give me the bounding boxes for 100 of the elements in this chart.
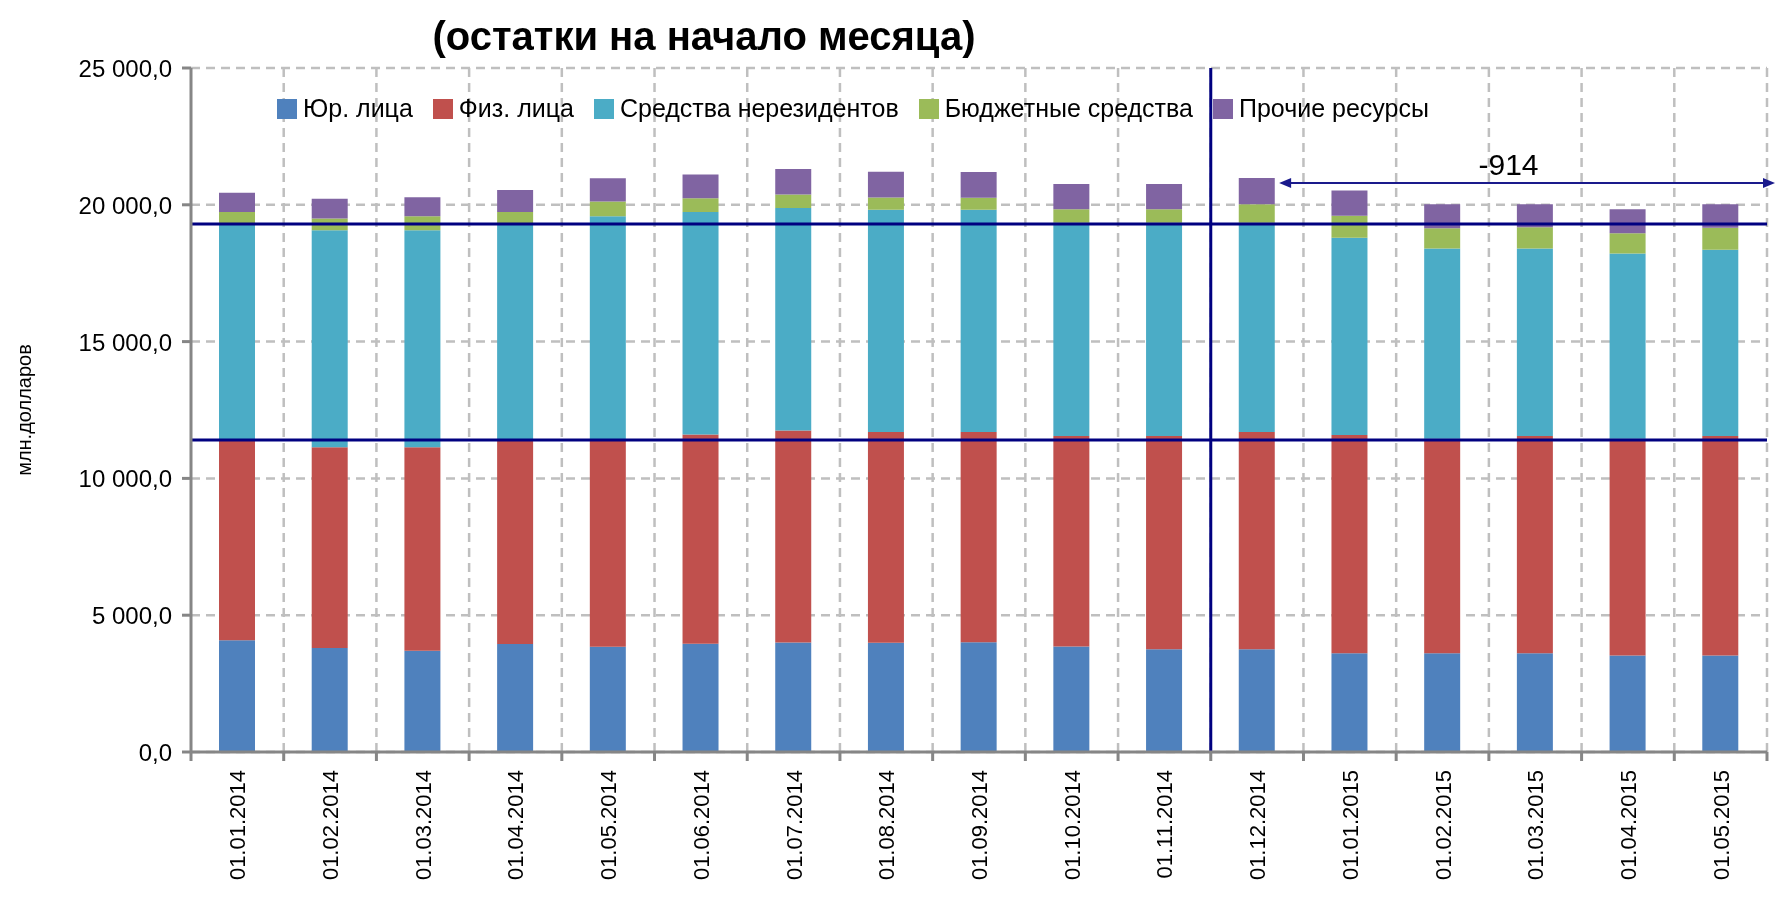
x-tick-label: 01.05.2015 (1708, 770, 1734, 881)
bar (1146, 222, 1183, 436)
bar (497, 224, 534, 441)
legend-label: Юр. лица (303, 94, 413, 123)
bar (311, 648, 348, 752)
bar (682, 198, 719, 212)
bar (1238, 222, 1275, 432)
bar (1053, 222, 1090, 436)
bar (1146, 209, 1183, 223)
x-tick-label: 01.08.2014 (873, 770, 899, 881)
bar (960, 642, 997, 752)
x-tick-label: 01.01.2015 (1337, 770, 1363, 881)
x-tick-label: 01.04.2014 (502, 770, 528, 881)
bar (497, 440, 534, 644)
bar (311, 447, 348, 649)
bar (1331, 237, 1368, 435)
bar (1609, 655, 1646, 752)
bar (497, 643, 534, 752)
bar (1702, 655, 1739, 752)
bar (682, 174, 719, 199)
y-tick-label: 25 000,0 (78, 54, 172, 82)
chart-title: (остатки на начало месяца) (432, 14, 976, 58)
bar (1702, 249, 1739, 436)
y-tick-label: 10 000,0 (78, 464, 172, 492)
bar (1424, 653, 1461, 752)
bar (867, 642, 904, 752)
bar (960, 431, 997, 643)
bar (219, 192, 255, 212)
bar (589, 216, 626, 441)
x-tick-label: 01.10.2014 (1059, 770, 1085, 881)
bar (775, 208, 812, 431)
bar (1516, 435, 1553, 654)
x-tick-label: 01.06.2014 (688, 770, 714, 881)
bar (589, 201, 626, 217)
x-tick-label: 01.01.2014 (224, 770, 250, 881)
bar (682, 211, 719, 435)
y-tick-label: 20 000,0 (78, 191, 172, 219)
bar (960, 171, 997, 198)
legend-label: Физ. лица (458, 94, 574, 123)
bar (1331, 653, 1368, 752)
bar (1238, 649, 1275, 752)
x-tick-label: 01.09.2014 (966, 770, 992, 881)
legend-label: Бюджетные средства (944, 94, 1193, 123)
bar (1516, 653, 1553, 752)
bar (1053, 435, 1090, 647)
bar (775, 194, 812, 209)
bar (404, 230, 441, 448)
y-tick-label: 5 000,0 (91, 601, 172, 629)
bar (1516, 248, 1553, 436)
bar (1238, 431, 1275, 650)
bar (867, 431, 904, 643)
bar (589, 440, 626, 647)
x-tick-label: 01.07.2014 (781, 770, 807, 881)
x-tick-label: 01.03.2014 (410, 770, 436, 881)
bar (589, 646, 626, 752)
y-axis-title: млн.долларов (13, 344, 35, 476)
bar (1331, 190, 1368, 216)
bar (867, 171, 904, 198)
bar (404, 197, 441, 217)
bar (775, 430, 812, 643)
bar (311, 198, 348, 219)
bar (960, 209, 997, 432)
bar (1146, 435, 1183, 650)
bar (1702, 435, 1739, 656)
bar (1609, 253, 1646, 439)
bar (589, 178, 626, 202)
x-tick-label: 01.05.2014 (595, 770, 621, 881)
bar (682, 434, 719, 644)
bar (867, 209, 904, 432)
x-tick-label: 01.03.2015 (1522, 770, 1548, 881)
bar (1609, 233, 1646, 254)
bar (1053, 209, 1090, 223)
bar (497, 190, 534, 212)
bar (311, 230, 348, 448)
bar (1146, 184, 1183, 210)
bar (682, 643, 719, 752)
x-tick-label: 01.12.2014 (1244, 770, 1270, 881)
bar (1424, 248, 1461, 439)
x-tick-label: 01.04.2015 (1615, 770, 1641, 881)
bar (775, 642, 812, 752)
annotation: -914 (1478, 147, 1539, 181)
legend-label: Прочие ресурсы (1238, 94, 1429, 123)
bar (219, 640, 255, 752)
bar (1053, 646, 1090, 752)
x-tick-label: 01.02.2015 (1430, 770, 1456, 881)
bar (219, 224, 255, 441)
bar (1331, 434, 1368, 654)
x-tick-label: 01.11.2014 (1151, 770, 1177, 879)
bar (867, 197, 904, 210)
x-tick-label: 01.02.2014 (317, 770, 343, 881)
legend-label: Средства нерезидентов (619, 94, 899, 123)
bar (1516, 227, 1553, 249)
bar (1053, 184, 1090, 210)
y-tick-label: 0,0 (138, 738, 172, 766)
bar (1424, 228, 1461, 249)
bar (960, 197, 997, 210)
bar (404, 650, 441, 752)
bar (219, 440, 255, 641)
bar (1238, 204, 1275, 223)
bar (404, 447, 441, 651)
